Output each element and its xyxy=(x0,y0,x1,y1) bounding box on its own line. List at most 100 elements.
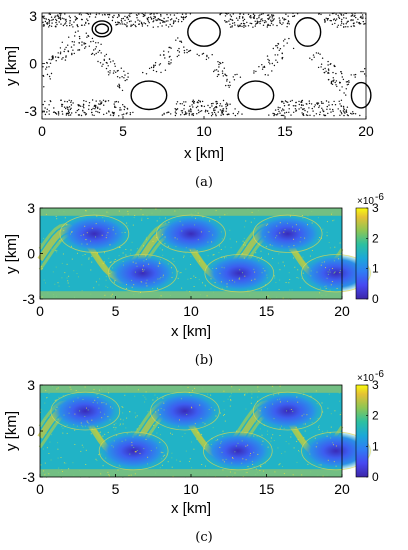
poincare-dot xyxy=(249,15,252,17)
x-axis-label-b: x [km] xyxy=(171,323,211,340)
speckle xyxy=(110,406,112,408)
poincare-dot xyxy=(42,25,45,27)
poincare-dot xyxy=(304,109,306,112)
speckle xyxy=(114,259,116,260)
poincare-dot xyxy=(259,20,262,22)
poincare-dot xyxy=(97,42,99,44)
speckle xyxy=(159,210,161,212)
speckle xyxy=(219,412,221,414)
poincare-dot xyxy=(237,111,240,113)
speckle xyxy=(125,249,127,250)
speckle xyxy=(62,394,64,396)
poincare-dot xyxy=(160,15,162,17)
poincare-dot xyxy=(46,73,49,76)
poincare-dot xyxy=(103,113,105,116)
speckle xyxy=(102,465,104,467)
poincare-dot xyxy=(95,12,98,14)
poincare-dot xyxy=(262,66,264,68)
poincare-dot xyxy=(44,107,46,109)
poincare-dot xyxy=(171,18,173,20)
speckle xyxy=(265,462,266,464)
speckle xyxy=(146,215,148,217)
poincare-dot xyxy=(72,49,74,51)
speckle xyxy=(263,424,265,426)
speckle xyxy=(288,246,290,248)
poincare-dot xyxy=(70,101,72,104)
speckle xyxy=(275,282,277,283)
speckle xyxy=(266,277,268,279)
speckle xyxy=(40,243,42,245)
speckle xyxy=(143,269,145,271)
poincare-dot xyxy=(273,18,275,20)
speckle xyxy=(332,268,333,269)
speckle xyxy=(92,390,94,392)
poincare-dot xyxy=(93,114,95,117)
speckle xyxy=(288,272,290,274)
speckle xyxy=(133,217,135,218)
poincare-dot xyxy=(270,22,273,24)
speckle xyxy=(115,427,117,429)
poincare-dot xyxy=(155,19,157,21)
poincare-dot xyxy=(66,112,69,115)
speckle xyxy=(304,237,306,239)
poincare-dot xyxy=(42,66,44,68)
poincare-dot xyxy=(129,112,132,114)
poincare-dot xyxy=(66,101,69,103)
speckle xyxy=(319,292,321,294)
speckle xyxy=(41,266,43,268)
poincare-dot xyxy=(352,111,354,113)
poincare-dot xyxy=(48,24,51,27)
poincare-dot xyxy=(167,111,169,113)
speckle xyxy=(96,402,98,404)
speckle xyxy=(55,216,57,217)
poincare-dot xyxy=(311,59,313,61)
speckle xyxy=(97,397,99,398)
poincare-dot xyxy=(207,104,209,107)
poincare-dot xyxy=(153,64,155,66)
poincare-dot xyxy=(222,110,225,112)
speckle xyxy=(122,419,124,421)
speckle xyxy=(118,255,120,257)
speckle xyxy=(163,409,165,411)
speckle xyxy=(239,277,241,279)
poincare-dot xyxy=(111,111,114,114)
poincare-dot xyxy=(360,70,362,73)
speckle xyxy=(67,282,69,284)
speckle xyxy=(331,212,333,214)
speckle xyxy=(136,428,138,430)
speckle xyxy=(327,273,329,275)
poincare-dot xyxy=(126,16,128,18)
speckle xyxy=(190,394,192,396)
poincare-dot xyxy=(57,114,60,116)
poincare-dot xyxy=(328,101,330,103)
speckle xyxy=(104,252,105,254)
speckle xyxy=(264,236,266,238)
x-axis-label-c: x [km] xyxy=(171,500,211,517)
speckle xyxy=(133,294,135,296)
speckle xyxy=(207,443,209,445)
speckle xyxy=(297,439,299,441)
speckle xyxy=(86,420,88,422)
speckle xyxy=(188,460,190,462)
speckle xyxy=(76,273,78,274)
speckle xyxy=(267,223,269,225)
speckle xyxy=(339,272,341,274)
poincare-dot xyxy=(215,113,217,115)
speckle xyxy=(142,214,144,216)
poincare-dot xyxy=(163,50,165,52)
speckle xyxy=(316,403,318,405)
poincare-dot xyxy=(73,44,75,46)
speckle xyxy=(306,266,308,267)
poincare-dot xyxy=(157,19,159,21)
poincare-dot xyxy=(67,111,70,113)
speckle xyxy=(325,287,327,289)
vortex-ring xyxy=(252,214,323,253)
poincare-dot xyxy=(52,55,54,58)
speckle xyxy=(77,397,79,399)
poincare-dot xyxy=(48,58,50,61)
speckle xyxy=(56,388,58,390)
poincare-dot xyxy=(238,25,241,27)
poincare-dot xyxy=(264,20,266,22)
speckle xyxy=(132,436,134,438)
